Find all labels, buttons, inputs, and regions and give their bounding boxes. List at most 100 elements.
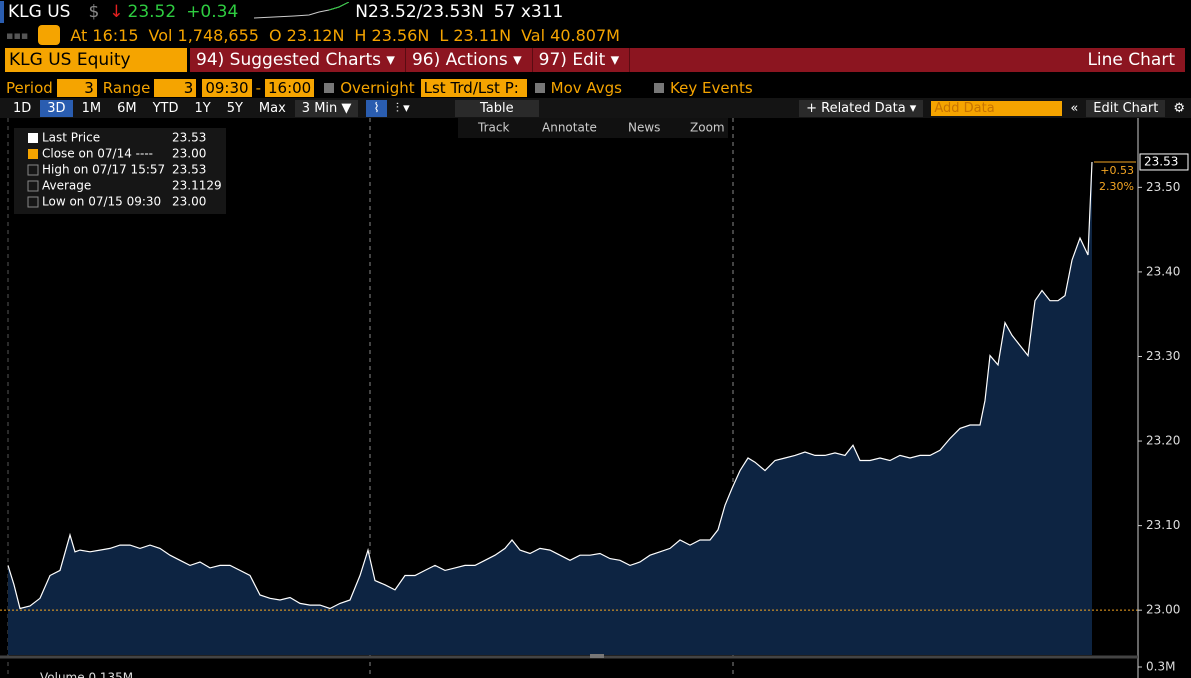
volume-tick: 0.3M	[1146, 660, 1175, 674]
range-label: Range	[102, 78, 151, 97]
size: 57 x311	[493, 2, 564, 22]
legend-swatch	[28, 133, 38, 143]
bid-ask: N23.52/23.53N	[355, 2, 484, 22]
y-tick-label: 23.10	[1146, 518, 1180, 532]
volume-label: Volume 0.135M	[40, 671, 133, 678]
collapse[interactable]: «	[1070, 100, 1079, 116]
y-tick-label: 23.50	[1146, 180, 1180, 194]
time: At 16:15	[70, 25, 139, 45]
range-button[interactable]: Max	[258, 100, 286, 116]
high: H 23.56N	[354, 25, 430, 45]
last-price: 23.53	[1144, 154, 1178, 168]
dots: ▪▪▪	[6, 28, 29, 42]
value: Val 40.807M	[521, 25, 620, 45]
legend-swatch	[27, 164, 39, 176]
legend-swatch	[28, 149, 38, 159]
legend-label: Average	[42, 179, 91, 193]
field[interactable]: Lst Trd/Lst P:	[420, 78, 527, 97]
range-button[interactable]: 5Y	[226, 100, 243, 116]
chart-tool: Annotate	[542, 121, 597, 135]
y-tick-label: 23.40	[1146, 264, 1180, 278]
range-button[interactable]: 1D	[13, 100, 32, 116]
menu-bar: KLG US Equity 94) Suggested Charts ▾ 96) …	[0, 48, 1191, 72]
mov-avgs: Mov Avgs	[550, 78, 622, 97]
checkbox[interactable]	[654, 82, 664, 93]
menu-strip: 94) Suggested Charts ▾ 96) Actions ▾ 97) E…	[190, 48, 1185, 72]
legend-value: 23.00	[172, 147, 206, 161]
menu-item[interactable]: 94) Suggested Charts ▾	[190, 48, 406, 72]
add-data[interactable]: Add Data	[931, 100, 1063, 116]
menu-item[interactable]: 97) Edit ▾	[533, 48, 631, 72]
last-price-box	[1139, 153, 1189, 171]
quote-bar: KLG US $ ↓ 23.52 +0.34 N23.52/23.53N 57 …	[0, 0, 1191, 24]
start[interactable]: 09:30	[202, 78, 252, 97]
legend-label: Last Price	[42, 131, 100, 145]
related-data[interactable]: + Related Data ▾	[799, 99, 924, 117]
legend-swatch	[27, 180, 39, 192]
ticker: KLG US	[8, 2, 71, 22]
legend-value: 23.53	[172, 163, 206, 177]
area	[8, 162, 1092, 655]
security[interactable]: KLG US Equity	[5, 48, 187, 72]
chart-tool: Zoom	[690, 121, 725, 135]
change: +0.53	[1100, 164, 1134, 177]
tools-bg	[458, 118, 728, 138]
stats-bar: ▪▪▪ At 16:15 Vol 1,748,655 O 23.12N H 23…	[0, 24, 1191, 46]
key-events: Key Events	[670, 78, 753, 97]
legend-swatch	[27, 196, 39, 208]
y-tick-label: 23.20	[1146, 434, 1180, 448]
price-line	[7, 161, 1093, 610]
range-button[interactable]: 6M	[117, 100, 137, 116]
legend-value: 23.53	[172, 131, 206, 145]
chart-type[interactable]: Line Chart	[1087, 50, 1175, 70]
settings-bar: Period 3 Range 3 09:30 - 16:00 Overnight…	[0, 77, 1191, 98]
period-label: Period	[6, 78, 53, 97]
price: 23.52	[127, 2, 177, 22]
spark-line	[254, 2, 350, 19]
change-pct: 2.30%	[1099, 180, 1134, 193]
volume-stat: Vol 1,748,655	[148, 25, 259, 45]
gear[interactable]: ⚙	[1173, 100, 1185, 116]
toolbar: 1D 3D 1M 6M YTD 1Y 5Y Max 3 Min ▼ ⌇ ⫶ ▾ Table +…	[0, 98, 1191, 118]
period[interactable]: 3	[56, 78, 97, 97]
splitter	[590, 654, 604, 658]
legend-value: 23.1129	[172, 179, 222, 193]
y-tick-label: 23.00	[1146, 603, 1180, 617]
interval[interactable]: 3 Min ▼	[294, 99, 359, 117]
range-button[interactable]: 3D	[40, 99, 73, 117]
checkbox[interactable]	[534, 82, 545, 93]
chart: 23.00 23.10 23.20 23.30 23.40 23.50 23.53 +0.53…	[0, 118, 1189, 678]
range-button[interactable]: 1M	[81, 100, 102, 116]
arrow: ↓	[109, 2, 124, 22]
legend-value: 23.00	[172, 195, 206, 209]
legend-label: Low on 07/15 09:30	[42, 195, 161, 209]
end[interactable]: 16:00	[264, 78, 315, 97]
open: O 23.12N	[268, 25, 345, 45]
sparkline	[254, 2, 350, 19]
bar-icon[interactable]: ⫶ ▾	[395, 100, 410, 116]
table[interactable]: Table	[454, 99, 539, 117]
range-buttons: 1D 3D 1M 6M YTD 1Y 5Y Max	[6, 99, 295, 117]
range[interactable]: 3	[154, 78, 197, 97]
menu-item[interactable]: 96) Actions ▾	[406, 48, 533, 72]
range-button[interactable]: 1Y	[194, 100, 211, 116]
overnight: Overnight	[340, 78, 415, 97]
checkbox[interactable]	[324, 82, 335, 93]
gauge-icon[interactable]	[38, 25, 61, 45]
change: +0.34	[186, 2, 239, 22]
accent	[0, 1, 4, 23]
sep: -	[255, 78, 261, 97]
spark-up	[329, 2, 350, 11]
low: L 23.11N	[439, 25, 512, 45]
line-icon[interactable]: ⌇	[366, 99, 387, 117]
legend-label: High on 07/17 15:57	[42, 163, 165, 177]
chart-tool: News	[628, 121, 660, 135]
y-tick-label: 23.30	[1146, 349, 1180, 363]
edit-chart[interactable]: Edit Chart	[1086, 99, 1166, 117]
range-button[interactable]: YTD	[152, 100, 179, 116]
legend-label: Close on 07/14 ----	[42, 147, 153, 161]
legend-bg	[14, 128, 226, 214]
currency: $	[88, 2, 100, 22]
chart-tool: Track	[477, 121, 509, 135]
